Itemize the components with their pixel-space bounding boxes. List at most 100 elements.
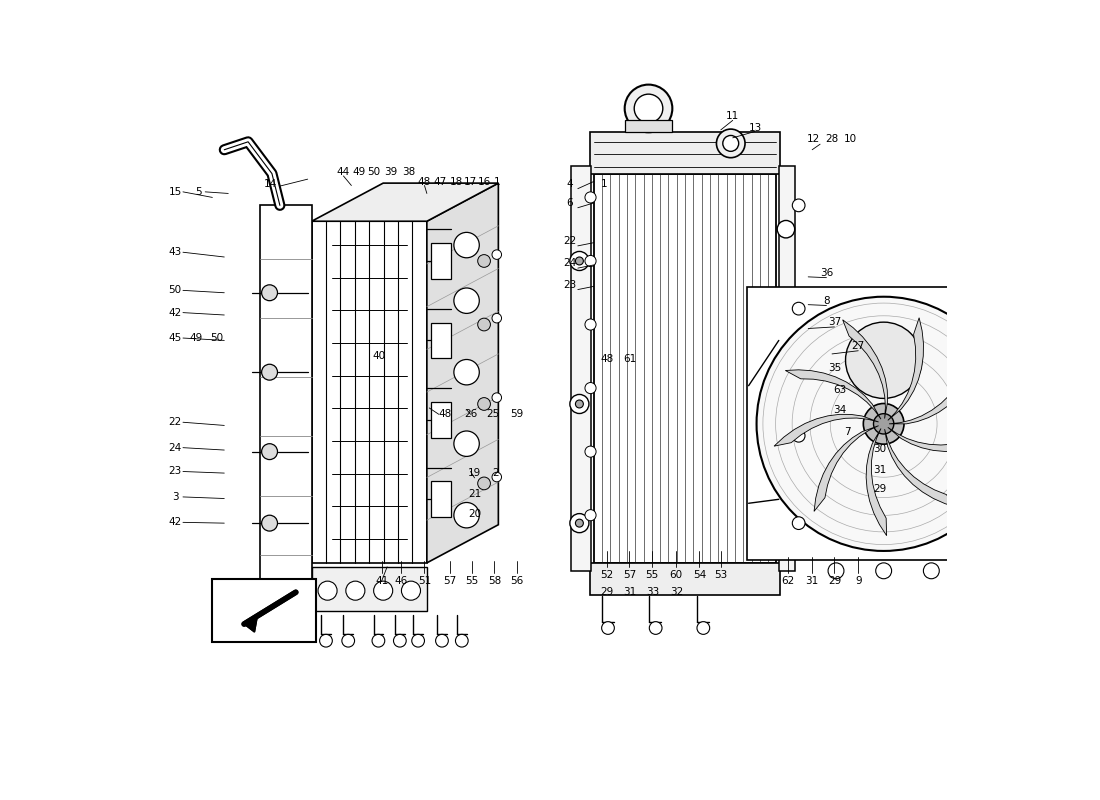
Text: 50: 50: [210, 333, 223, 343]
Circle shape: [585, 382, 596, 394]
Circle shape: [477, 477, 491, 490]
Circle shape: [585, 319, 596, 330]
Text: es: es: [729, 525, 752, 542]
Circle shape: [345, 581, 365, 600]
Text: 49: 49: [353, 167, 366, 177]
Circle shape: [262, 285, 277, 301]
Circle shape: [585, 446, 596, 457]
Bar: [212, 578, 316, 642]
Text: 37: 37: [828, 317, 842, 327]
Bar: [311, 567, 427, 610]
Circle shape: [625, 85, 672, 132]
Circle shape: [262, 444, 277, 459]
Circle shape: [778, 355, 794, 373]
Circle shape: [575, 400, 583, 408]
Text: 10: 10: [844, 134, 857, 145]
Text: 22: 22: [168, 418, 182, 427]
Polygon shape: [427, 183, 498, 563]
Text: 20: 20: [468, 510, 481, 519]
Text: 36: 36: [820, 268, 833, 278]
Circle shape: [477, 254, 491, 267]
Circle shape: [411, 634, 425, 647]
Polygon shape: [888, 318, 924, 420]
Text: 27: 27: [851, 341, 865, 351]
Circle shape: [492, 250, 502, 259]
Text: 57: 57: [443, 576, 456, 586]
Bar: [260, 206, 311, 578]
Bar: [431, 243, 451, 279]
Text: 24: 24: [563, 258, 576, 268]
Text: 11: 11: [726, 110, 739, 121]
Text: 51: 51: [418, 576, 431, 586]
Circle shape: [570, 251, 589, 270]
Bar: [572, 166, 592, 571]
Text: 50: 50: [367, 167, 381, 177]
Circle shape: [575, 519, 583, 527]
Text: 56: 56: [510, 576, 524, 586]
Text: 16: 16: [478, 177, 492, 186]
Polygon shape: [814, 426, 879, 511]
Text: 46: 46: [394, 576, 407, 586]
Text: es: es: [729, 334, 752, 352]
Circle shape: [454, 232, 480, 258]
Circle shape: [575, 257, 583, 265]
Circle shape: [697, 622, 710, 634]
Circle shape: [570, 394, 589, 414]
Text: 24: 24: [168, 442, 182, 453]
Text: 23: 23: [168, 466, 182, 477]
Circle shape: [374, 581, 393, 600]
Text: 29: 29: [828, 576, 842, 586]
Circle shape: [585, 255, 596, 266]
Text: 59: 59: [510, 410, 524, 419]
Text: 55: 55: [465, 576, 478, 586]
Circle shape: [492, 472, 502, 482]
Text: 5: 5: [196, 187, 202, 197]
Text: eurospares: eurospares: [605, 498, 781, 526]
Text: 21: 21: [468, 489, 481, 498]
Circle shape: [864, 403, 904, 444]
Bar: [625, 120, 672, 132]
Text: 23: 23: [563, 280, 576, 290]
Circle shape: [635, 94, 663, 122]
Text: 2: 2: [493, 468, 499, 478]
Text: 44: 44: [337, 167, 350, 177]
Text: 58: 58: [487, 576, 500, 586]
Text: 14: 14: [264, 179, 277, 189]
Text: eurospares: eurospares: [279, 498, 455, 526]
Text: 1: 1: [601, 179, 607, 189]
Text: 7: 7: [845, 426, 851, 437]
Text: 50: 50: [168, 286, 182, 295]
Circle shape: [477, 318, 491, 331]
Circle shape: [757, 297, 1011, 551]
Polygon shape: [884, 429, 958, 507]
Text: 32: 32: [671, 587, 684, 598]
Text: 49: 49: [190, 333, 204, 343]
Text: 8: 8: [823, 296, 829, 306]
Text: 60: 60: [669, 570, 682, 580]
Bar: [594, 174, 777, 563]
Text: 55: 55: [645, 570, 658, 580]
Text: 19: 19: [468, 468, 481, 478]
Text: 31: 31: [623, 587, 636, 598]
Text: es: es: [404, 334, 427, 352]
Text: 48: 48: [601, 354, 614, 364]
Circle shape: [792, 302, 805, 315]
Text: 31: 31: [873, 465, 887, 475]
Text: 43: 43: [168, 247, 182, 258]
Text: 61: 61: [623, 354, 636, 364]
Bar: [747, 287, 1021, 561]
Polygon shape: [244, 614, 257, 632]
Bar: [431, 322, 451, 358]
Circle shape: [492, 393, 502, 402]
Text: 1: 1: [494, 177, 501, 186]
Circle shape: [454, 359, 480, 385]
Polygon shape: [785, 370, 881, 419]
Text: 28: 28: [825, 134, 838, 145]
Text: 15: 15: [168, 187, 182, 197]
Text: 40: 40: [373, 351, 386, 362]
Circle shape: [436, 634, 449, 647]
Circle shape: [372, 634, 385, 647]
Text: 31: 31: [805, 576, 818, 586]
Text: 9: 9: [855, 576, 861, 586]
Text: 42: 42: [168, 308, 182, 318]
